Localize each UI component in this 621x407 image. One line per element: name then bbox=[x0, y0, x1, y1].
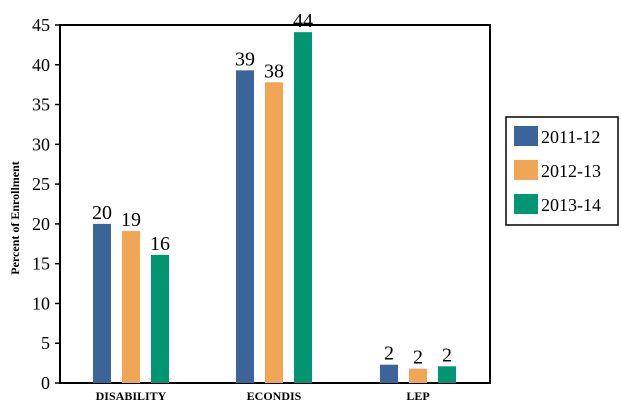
bar-2012-13-disability bbox=[122, 231, 140, 383]
bar-2012-13-lep bbox=[409, 368, 427, 383]
bar-2011-12-disability bbox=[93, 223, 111, 383]
data-label: 44 bbox=[293, 10, 313, 32]
legend-label: 2011-12 bbox=[541, 127, 600, 147]
legend: 2011-12 2012-13 2013-14 bbox=[505, 116, 619, 226]
y-axis-label: Percent of Enrollment bbox=[8, 161, 22, 275]
x-axis: DISABILITY ECONDIS LEP bbox=[96, 389, 430, 403]
x-category-label: ECONDIS bbox=[247, 389, 302, 403]
data-label: 2 bbox=[413, 347, 423, 369]
x-category-label: DISABILITY bbox=[96, 389, 167, 403]
data-label: 16 bbox=[150, 233, 170, 255]
bars bbox=[93, 32, 456, 383]
bar-2013-14-econdis bbox=[294, 32, 312, 383]
data-label: 19 bbox=[121, 209, 141, 231]
legend-label: 2013-14 bbox=[541, 195, 601, 215]
y-tick-label: 40 bbox=[32, 55, 50, 75]
legend-label: 2012-13 bbox=[541, 161, 601, 181]
bar-2011-12-econdis bbox=[236, 70, 254, 383]
data-label: 2 bbox=[384, 343, 394, 365]
y-tick-label: 5 bbox=[41, 333, 50, 353]
bar-2013-14-lep bbox=[438, 366, 456, 383]
data-label: 39 bbox=[235, 48, 255, 70]
bar-2013-14-disability bbox=[151, 254, 169, 383]
legend-swatch bbox=[514, 126, 538, 146]
legend-swatch bbox=[514, 160, 538, 180]
y-tick-label: 30 bbox=[32, 134, 50, 154]
data-label: 2 bbox=[442, 344, 452, 366]
y-tick-label: 45 bbox=[32, 15, 50, 35]
bar-2012-13-econdis bbox=[265, 82, 283, 383]
y-tick-label: 10 bbox=[32, 293, 50, 313]
y-tick-label: 15 bbox=[32, 254, 50, 274]
y-axis: 0 5 10 15 20 25 30 35 40 45 bbox=[32, 15, 60, 393]
y-tick-label: 25 bbox=[32, 174, 50, 194]
data-label: 38 bbox=[264, 60, 284, 82]
y-tick-label: 0 bbox=[41, 373, 50, 393]
data-label: 20 bbox=[92, 202, 112, 224]
bar-2011-12-lep bbox=[380, 364, 398, 383]
legend-swatch bbox=[514, 194, 538, 214]
y-tick-label: 35 bbox=[32, 95, 50, 115]
x-category-label: LEP bbox=[406, 389, 429, 403]
y-tick-label: 20 bbox=[32, 214, 50, 234]
